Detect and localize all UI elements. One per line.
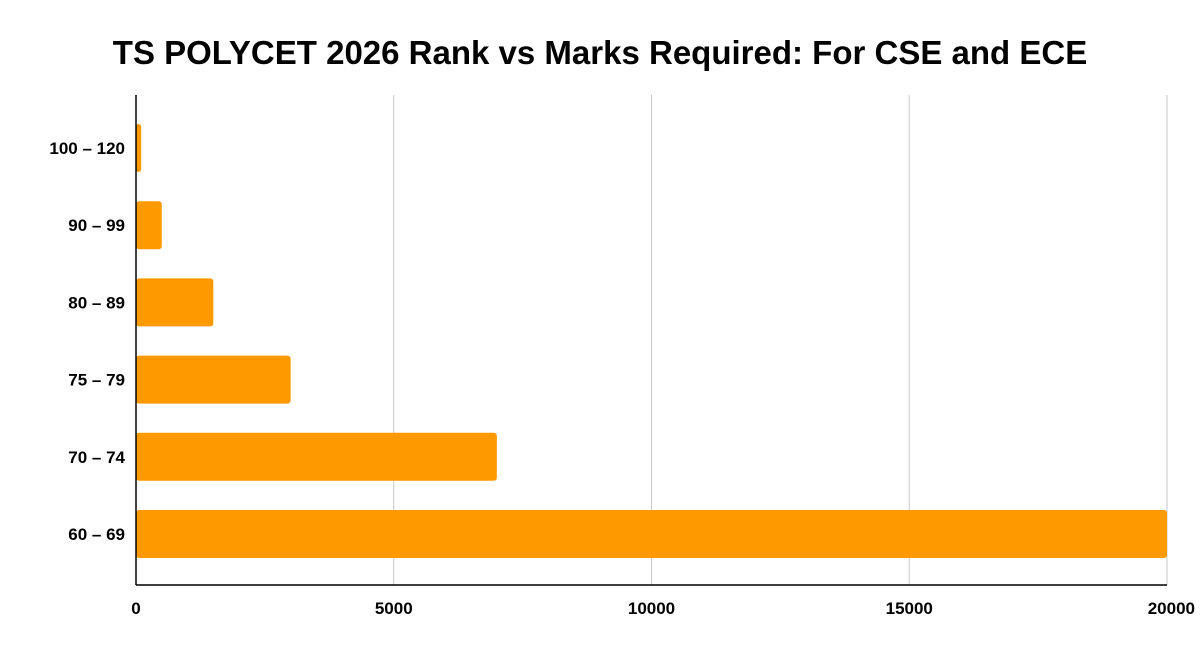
y-tick-label: 60 – 69 [68,525,125,544]
bars [136,124,1167,558]
bar [136,278,214,327]
y-tick-label: 80 – 89 [68,293,125,312]
bar [136,510,1167,558]
x-tick-label: 15000 [886,599,933,618]
y-tick-label: 70 – 74 [68,448,125,467]
y-tick-label: 100 – 120 [49,139,125,158]
bar [136,201,162,250]
y-tick-label: 90 – 99 [68,216,125,235]
chart-title: TS POLYCET 2026 Rank vs Marks Required: … [112,34,1088,71]
y-tick-labels: 100 – 120 90 – 99 80 – 89 75 – 79 70 – 74 60 … [49,139,125,544]
bar [136,355,291,404]
x-tick-label: 10000 [628,599,675,618]
x-tick-label: 20000 [1148,599,1195,618]
y-tick-label: 75 – 79 [68,371,125,390]
bar [136,432,497,481]
x-tick-labels: 0 5000 10000 15000 20000 [131,599,1195,618]
x-tick-label: 0 [131,599,140,618]
x-tick-label: 5000 [375,599,413,618]
bar [136,124,142,172]
gridlines [393,95,1168,585]
